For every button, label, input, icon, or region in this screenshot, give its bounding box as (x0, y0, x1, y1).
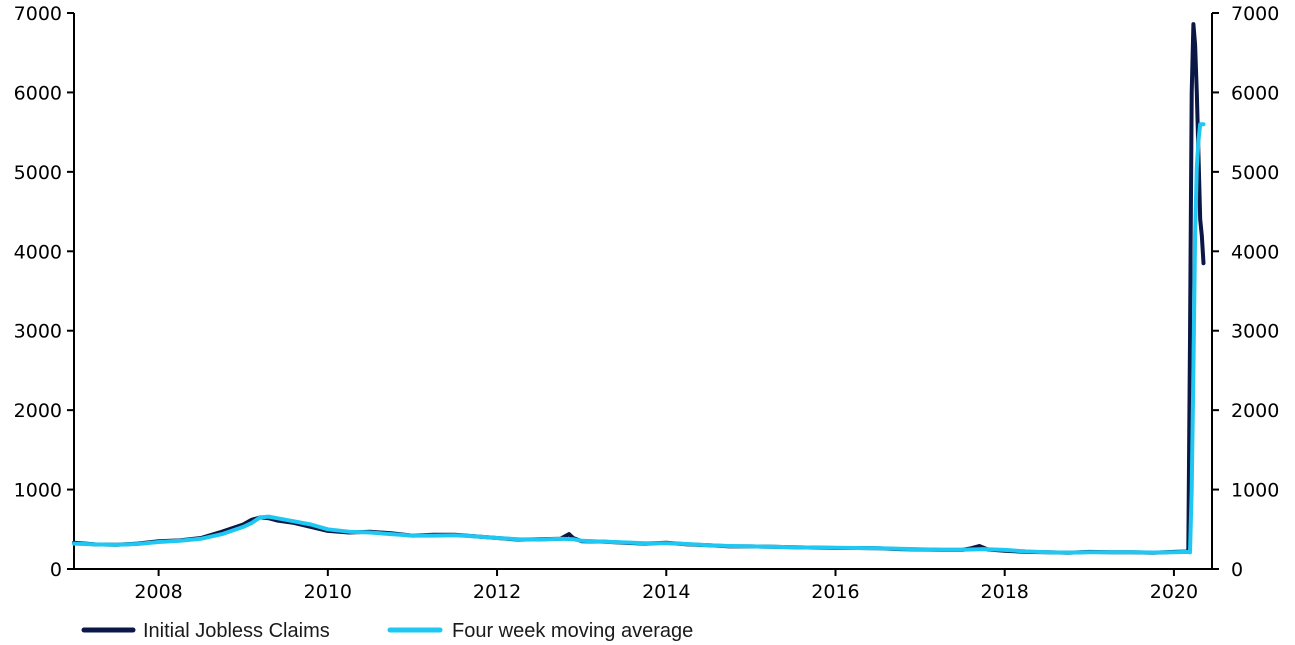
y-tick-label-right: 6000 (1231, 82, 1279, 104)
x-tick-label: 2016 (811, 581, 859, 603)
series-line-initial-jobless-claims (72, 22, 1206, 555)
chart-axes: 0 0 1000 1000 2000 2000 3000 3000 4000 4000 5000 50… (14, 3, 1280, 603)
y-tick-label-right: 7000 (1231, 3, 1279, 25)
y-tick-label-right: 1000 (1231, 480, 1279, 502)
legend: Initial Jobless Claims Four week moving a… (81, 620, 693, 642)
plot-area (72, 22, 1206, 555)
y-tick-label-left: 7000 (14, 3, 62, 25)
x-tick-label: 2020 (1150, 581, 1198, 603)
x-tick-label: 2012 (473, 581, 521, 603)
y-tick-label-right: 4000 (1231, 241, 1279, 263)
x-tick-label: 2018 (981, 581, 1029, 603)
legend-label: Initial Jobless Claims (143, 620, 330, 642)
y-tick-label-left: 3000 (14, 321, 62, 343)
y-tick-label-left: 0 (50, 559, 62, 581)
x-tick-label: 2014 (642, 581, 690, 603)
x-tick-label: 2010 (304, 581, 352, 603)
y-tick-label-left: 2000 (14, 400, 62, 422)
y-tick-label-right: 5000 (1231, 162, 1279, 184)
y-tick-label-left: 1000 (14, 480, 62, 502)
x-tick-label: 2008 (134, 581, 182, 603)
series-line-four-week-moving-average (72, 122, 1206, 555)
y-tick-label-left: 6000 (14, 82, 62, 104)
y-tick-label-right: 3000 (1231, 321, 1279, 343)
y-tick-label-right: 0 (1231, 559, 1243, 581)
y-tick-label-left: 4000 (14, 241, 62, 263)
y-tick-label-right: 2000 (1231, 400, 1279, 422)
y-tick-label-left: 5000 (14, 162, 62, 184)
legend-label: Four week moving average (452, 620, 693, 642)
